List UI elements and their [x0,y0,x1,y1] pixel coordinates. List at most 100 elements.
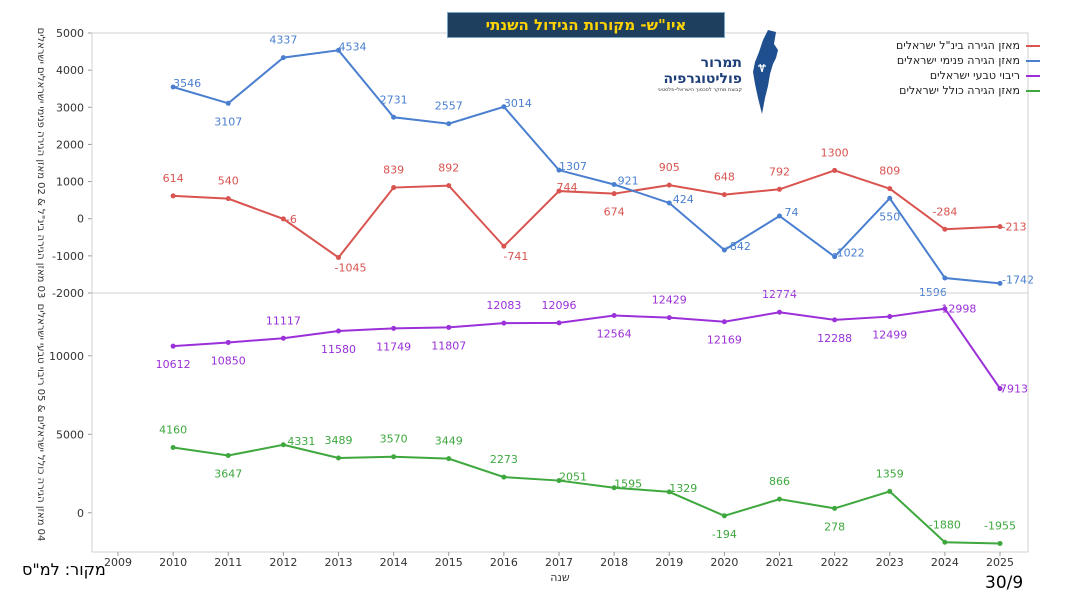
data-point [391,114,397,120]
data-point [666,182,672,188]
legend-label: מאזן הגירה כולל ישראלים [899,84,1020,97]
data-point [336,328,341,334]
data-label: -1880 [929,518,961,531]
data-label: 648 [714,171,735,184]
top-panel: -2000 -1000 0 1000 2000 3000 4000 5000 03 מאזן ה… [35,27,1034,300]
legend-label: מאזן הגירה בינ"ל ישראלים [895,39,1020,52]
data-point [721,247,727,253]
data-label: 1359 [876,467,904,480]
legend-item-total-migration: מאזן הגירה כולל ישראלים [860,83,1040,98]
y-tick-label: 4000 [56,64,84,77]
data-label: 12564 [597,328,632,341]
x-tick-label: 2012 [269,556,297,569]
data-point [280,335,286,341]
data-point [887,186,893,192]
x-tick-label: 2018 [600,556,628,569]
data-label: -1742 [1002,273,1034,286]
data-point [391,185,397,191]
data-point [942,306,948,312]
data-label: 866 [769,475,790,488]
slide-title: איו"ש- מקורות הגידול השנתי [447,12,725,38]
logo-name-line1: תמרור [700,55,742,71]
data-point [501,243,507,249]
legend-label: מאזן הגירה פנימי ישראלים [896,54,1020,67]
data-label: 1307 [559,160,587,173]
series-line [172,443,1001,545]
logo-name-line2: פוליטוגרפיה [663,71,742,87]
data-label: 12288 [817,332,852,345]
data-label: 12429 [652,294,687,307]
data-label: 424 [673,193,694,206]
data-label: 4160 [159,423,187,436]
data-label: 11749 [376,340,411,353]
data-point [942,539,948,545]
data-point [280,442,286,448]
y-tick-label: 0 [77,507,84,520]
data-point [997,386,1003,392]
y-tick-label: 10000 [49,350,84,363]
data-point [170,84,176,90]
data-label: 614 [163,172,184,185]
data-label: 1595 [614,478,642,491]
data-point [391,454,397,460]
y-tick-label: 1000 [56,176,84,189]
data-label: 839 [383,164,404,177]
data-point [666,315,672,321]
data-label: 12169 [707,334,742,347]
data-point [777,309,782,315]
data-label: 3014 [504,97,532,110]
data-label: 3489 [325,434,353,447]
logo-text: תמרור פוליטוגרפיה קבוצת מחקר לסכסוך הישר… [642,55,742,94]
legend-item-natural-growth: ריבוי טבעי ישראלים [860,68,1040,83]
x-tick-label: 2011 [214,556,242,569]
x-tick-label: 2009 [104,556,132,569]
data-point [280,55,286,61]
legend-item-international-migration: מאזן הגירה בינ"ל ישראלים [860,38,1040,53]
series-line [172,49,1001,285]
x-tick-label: 2025 [986,556,1014,569]
data-label: 2731 [380,93,408,106]
data-label: -284 [932,205,957,218]
data-label: 10850 [211,354,246,367]
x-tick-label: 2019 [655,556,683,569]
y-tick-label: 3000 [56,101,84,114]
data-point [887,314,893,320]
y-tick-label: 5000 [56,27,84,40]
data-point [611,182,617,188]
y-tick-label: 5000 [56,428,84,441]
data-label: 7913 [1000,383,1028,396]
data-label: 540 [218,175,239,188]
data-label: -1596 [915,286,947,299]
legend-swatch-blue [1026,59,1040,62]
y-tick-label: 2000 [56,138,84,151]
data-point [446,121,452,127]
data-point [832,167,838,173]
data-label: 12499 [872,329,907,342]
data-label: 2273 [490,453,518,466]
x-tick-label: 2024 [931,556,959,569]
data-point [501,320,507,326]
data-label: -1955 [984,519,1016,532]
data-label: -1022 [833,247,865,260]
x-tick-label: 2014 [380,556,408,569]
data-point [997,224,1003,230]
data-point [997,540,1003,546]
series-line [173,307,1001,390]
data-label: 74 [785,206,799,219]
data-point [225,339,231,345]
data-label: -1045 [335,262,367,275]
data-point [721,513,727,519]
data-label: 10612 [156,358,191,371]
data-point [170,193,176,199]
data-point [336,455,341,461]
data-label: 12774 [762,288,797,301]
data-label: 3107 [214,115,242,128]
x-tick-label: 2022 [821,556,849,569]
data-point [777,186,782,192]
data-label: 4337 [269,34,297,47]
data-point [556,478,562,484]
data-point [501,474,507,480]
series-line [173,169,1001,259]
